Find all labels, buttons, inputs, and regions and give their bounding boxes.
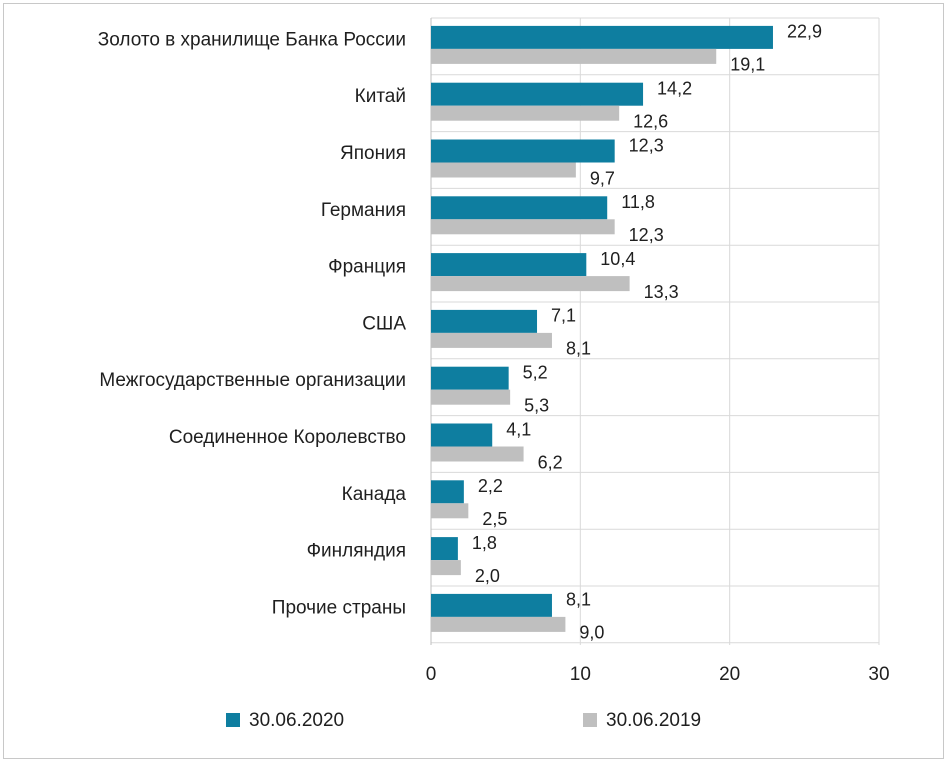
bar-series-2020	[431, 593, 552, 617]
bar-series-2019	[431, 616, 566, 632]
x-tick-label: 10	[570, 664, 591, 685]
bar-series-2019	[431, 276, 630, 292]
data-label-2020: 1,8	[472, 533, 497, 553]
category-label: Межгосударственные организации	[99, 370, 406, 391]
category-label: Финляндия	[307, 541, 406, 562]
legend-swatch-2020	[226, 713, 240, 727]
data-label-2020: 22,9	[787, 22, 822, 42]
category-label: Прочие страны	[272, 597, 406, 618]
bar-series-2019	[431, 48, 717, 64]
bar-series-2019	[431, 503, 469, 519]
bar-series-2019	[431, 332, 552, 348]
data-label-2019: 12,6	[633, 111, 668, 131]
bar-series-2019	[431, 105, 620, 121]
bar-series-2020	[431, 480, 464, 504]
bar-series-2020	[431, 82, 644, 106]
data-label-2019: 19,1	[730, 55, 765, 75]
x-tick-label: 30	[868, 664, 889, 685]
x-tick-label: 20	[719, 664, 740, 685]
category-label: США	[362, 313, 406, 334]
bar-series-2020	[431, 423, 493, 447]
data-label-2020: 7,1	[551, 306, 576, 326]
bar-series-2020	[431, 366, 509, 390]
category-label: Соединенное Королевство	[169, 427, 406, 448]
x-tick-label: 0	[426, 664, 437, 685]
data-label-2019: 2,5	[482, 509, 507, 529]
data-label-2020: 12,3	[629, 135, 664, 155]
legend-label-2019: 30.06.2019	[606, 710, 701, 731]
data-label-2020: 14,2	[657, 78, 692, 98]
category-label: Япония	[340, 143, 406, 164]
data-label-2019: 8,1	[566, 339, 591, 359]
bar-series-2020	[431, 25, 773, 49]
data-label-2020: 5,2	[523, 362, 548, 382]
data-label-2019: 12,3	[629, 225, 664, 245]
data-label-2019: 6,2	[538, 452, 563, 472]
data-label-2020: 8,1	[566, 590, 591, 610]
bar-series-2019	[431, 560, 461, 576]
bar-series-2019	[431, 446, 524, 462]
bar-series-2019	[431, 219, 615, 235]
category-label: Германия	[321, 200, 406, 221]
data-label-2019: 9,0	[579, 623, 604, 643]
category-label: Канада	[342, 484, 407, 505]
bar-series-2019	[431, 162, 576, 178]
data-label-2019: 2,0	[475, 566, 500, 586]
bar-series-2020	[431, 196, 608, 220]
category-label: Китай	[355, 86, 406, 107]
data-label-2019: 9,7	[590, 168, 615, 188]
category-label: Золото в хранилище Банка России	[98, 29, 406, 50]
bar-series-2020	[431, 309, 538, 333]
legend-label-2020: 30.06.2020	[249, 710, 344, 731]
category-label: Франция	[328, 257, 406, 278]
data-label-2020: 4,1	[506, 419, 531, 439]
data-label-2020: 11,8	[621, 192, 655, 212]
bar-series-2020	[431, 253, 587, 277]
data-label-2020: 2,2	[478, 476, 503, 496]
data-label-2019: 13,3	[644, 282, 679, 302]
bar-series-2019	[431, 389, 511, 405]
bar-series-2020	[431, 139, 615, 163]
data-label-2020: 10,4	[600, 249, 635, 269]
legend-swatch-2019	[583, 713, 597, 727]
bar-series-2020	[431, 537, 458, 561]
data-label-2019: 5,3	[524, 395, 549, 415]
